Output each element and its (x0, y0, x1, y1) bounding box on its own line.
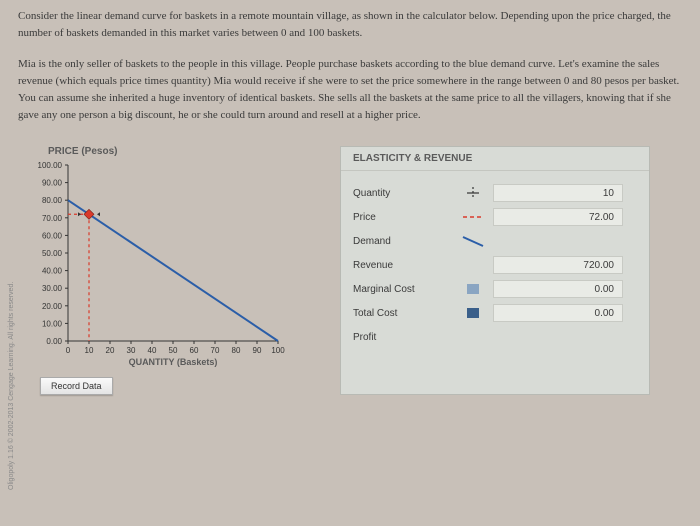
metric-label: Quantity (353, 188, 453, 199)
metric-label: Demand (353, 236, 453, 247)
svg-text:60: 60 (190, 346, 199, 355)
metric-value: 0.00 (493, 304, 623, 322)
metric-row: Profit (353, 325, 637, 349)
svg-text:50: 50 (169, 346, 178, 355)
svg-text:30.00: 30.00 (42, 284, 63, 293)
metric-symbol-icon (453, 209, 493, 225)
svg-text:90: 90 (253, 346, 262, 355)
svg-text:20.00: 20.00 (42, 302, 63, 311)
record-data-button[interactable]: Record Data (40, 377, 113, 395)
elasticity-panel: ELASTICITY & REVENUE Quantity 10 Price 72.0… (340, 146, 650, 395)
svg-text:100: 100 (271, 346, 285, 355)
svg-text:80.00: 80.00 (42, 196, 63, 205)
svg-text:0: 0 (66, 346, 71, 355)
metric-symbol-icon (453, 185, 493, 201)
svg-text:60.00: 60.00 (42, 232, 63, 241)
metric-symbol-icon (453, 281, 493, 297)
metric-value: 720.00 (493, 256, 623, 274)
metric-value: 72.00 (493, 208, 623, 226)
svg-text:80: 80 (232, 346, 241, 355)
metric-row: Quantity 10 (353, 181, 637, 205)
svg-text:90.00: 90.00 (42, 179, 63, 188)
metric-label: Revenue (353, 260, 453, 271)
svg-text:QUANTITY (Baskets): QUANTITY (Baskets) (129, 357, 218, 367)
metric-row: Demand (353, 229, 637, 253)
svg-text:100.00: 100.00 (38, 161, 63, 170)
chart-y-axis-title: PRICE (Pesos) (20, 146, 300, 157)
metric-value (493, 328, 623, 346)
metric-symbol-icon (453, 305, 493, 321)
metric-row: Revenue 720.00 (353, 253, 637, 277)
metric-label: Price (353, 212, 453, 223)
svg-text:70: 70 (211, 346, 220, 355)
svg-text:20: 20 (106, 346, 115, 355)
svg-text:0.00: 0.00 (46, 337, 62, 346)
svg-text:30: 30 (127, 346, 136, 355)
svg-text:50.00: 50.00 (42, 249, 63, 258)
copyright-label: Oligopoly 1.16 © 2002-2013 Cengage Learn… (8, 282, 15, 490)
svg-text:40: 40 (148, 346, 157, 355)
metric-value: 10 (493, 184, 623, 202)
svg-text:10.00: 10.00 (42, 320, 63, 329)
svg-text:40.00: 40.00 (42, 267, 63, 276)
metric-label: Profit (353, 332, 453, 343)
metric-label: Marginal Cost (353, 284, 453, 295)
metric-value: 0.00 (493, 280, 623, 298)
intro-paragraph-2: Mia is the only seller of baskets to the… (18, 56, 682, 124)
intro-paragraph-1: Consider the linear demand curve for bas… (18, 8, 682, 42)
metric-symbol-icon (453, 233, 493, 249)
metric-label: Total Cost (353, 308, 453, 319)
demand-chart[interactable]: 0.00 10.00 20.00 30.00 40.00 50.00 60.00 70.00 8… (30, 159, 290, 369)
metric-row: Price 72.00 (353, 205, 637, 229)
metric-value (493, 232, 623, 250)
elasticity-panel-title: ELASTICITY & REVENUE (341, 147, 649, 171)
metric-row: Marginal Cost 0.00 (353, 277, 637, 301)
metric-row: Total Cost 0.00 (353, 301, 637, 325)
svg-text:70.00: 70.00 (42, 214, 63, 223)
svg-text:10: 10 (85, 346, 94, 355)
